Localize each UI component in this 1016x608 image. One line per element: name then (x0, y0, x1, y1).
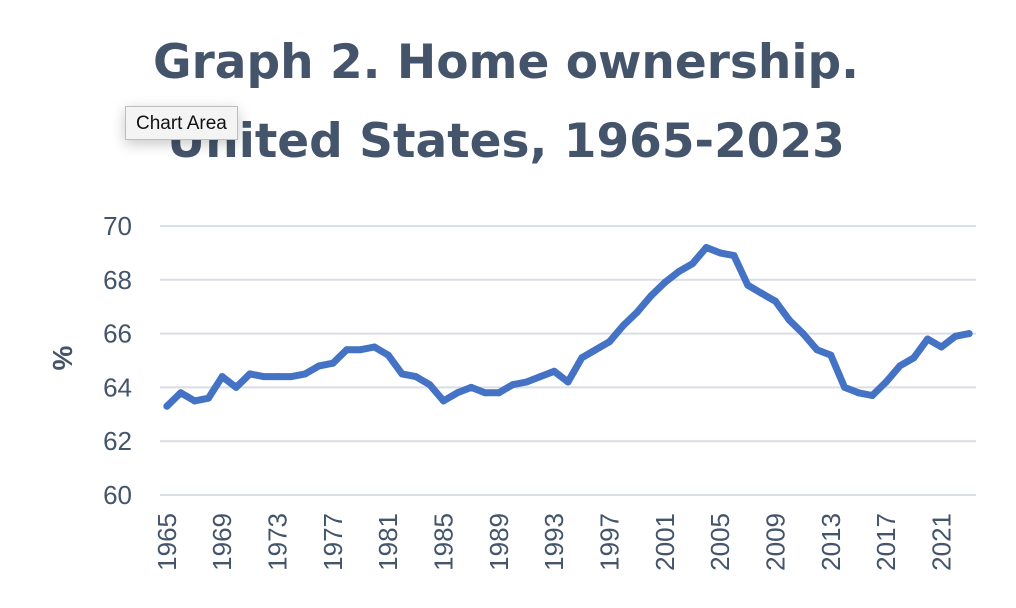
x-tick-label: 2001 (650, 513, 680, 571)
y-tick-label: 68 (103, 265, 132, 295)
y-axis-label: % (47, 345, 78, 370)
data-point[interactable] (633, 308, 641, 316)
data-point[interactable] (315, 362, 323, 370)
data-point[interactable] (467, 383, 475, 391)
data-point[interactable] (453, 389, 461, 397)
data-point[interactable] (924, 335, 932, 343)
data-point[interactable] (965, 330, 973, 338)
data-point[interactable] (274, 373, 282, 381)
chart-title-line-2: United States, 1965-2023 (167, 114, 845, 169)
data-point[interactable] (896, 362, 904, 370)
data-point[interactable] (536, 373, 544, 381)
y-tick-label: 70 (103, 211, 132, 241)
x-tick-label: 2017 (871, 513, 901, 571)
y-axis-ticks: 60 62 64 66 68 70 (103, 211, 132, 510)
data-point[interactable] (370, 343, 378, 351)
data-point[interactable] (481, 389, 489, 397)
data-point[interactable] (647, 292, 655, 300)
x-axis-ticks: 1965 1969 1973 1977 1981 1985 1989 1993 1997 2001… (152, 513, 957, 571)
plot-series[interactable] (163, 244, 973, 410)
data-point[interactable] (578, 354, 586, 362)
data-point[interactable] (509, 381, 517, 389)
data-point[interactable] (398, 370, 406, 378)
data-point[interactable] (204, 394, 212, 402)
data-point[interactable] (689, 260, 696, 268)
data-point[interactable] (785, 316, 793, 324)
x-tick-label: 1981 (373, 513, 403, 571)
x-tick-label: 1985 (429, 513, 459, 571)
data-point[interactable] (177, 389, 185, 397)
x-tick-label: 2009 (760, 513, 790, 571)
y-tick-label: 60 (103, 480, 132, 510)
x-tick-label: 2005 (705, 513, 735, 571)
data-point[interactable] (619, 322, 627, 329)
data-point[interactable] (495, 389, 503, 397)
data-point[interactable] (702, 244, 710, 251)
data-point[interactable] (301, 370, 309, 378)
x-tick-label: 1965 (152, 513, 182, 571)
y-tick-label: 62 (103, 426, 132, 456)
data-point[interactable] (343, 346, 351, 354)
data-point[interactable] (329, 359, 337, 367)
y-tick-label: 64 (103, 372, 132, 402)
x-tick-label: 1969 (207, 513, 237, 571)
x-tick-label: 1973 (263, 513, 293, 571)
data-point[interactable] (606, 338, 613, 346)
chart-title-line-1: Graph 2. Home ownership. (153, 35, 859, 90)
data-point[interactable] (550, 367, 558, 375)
data-point[interactable] (384, 351, 392, 359)
data-point[interactable] (744, 281, 752, 289)
data-point[interactable] (937, 343, 945, 351)
data-point[interactable] (426, 381, 434, 389)
x-tick-label: 1989 (484, 513, 514, 571)
data-point[interactable] (841, 383, 849, 391)
data-point[interactable] (357, 346, 364, 354)
data-point[interactable] (191, 397, 199, 405)
data-point[interactable] (163, 402, 171, 410)
data-point[interactable] (440, 397, 447, 405)
data-point[interactable] (772, 297, 779, 305)
data-point[interactable] (716, 249, 724, 257)
data-point[interactable] (827, 351, 835, 359)
data-point[interactable] (813, 346, 821, 354)
data-point[interactable] (523, 378, 530, 386)
x-tick-label: 1977 (318, 513, 348, 571)
gridlines (160, 225, 976, 496)
data-point[interactable] (246, 370, 254, 378)
x-tick-label: 1993 (539, 513, 569, 571)
data-point[interactable] (412, 373, 420, 381)
chart-area-tooltip: Chart Area (125, 106, 238, 140)
data-point[interactable] (592, 346, 600, 354)
data-point[interactable] (730, 252, 738, 260)
data-point[interactable] (661, 279, 669, 286)
data-point[interactable] (218, 373, 226, 381)
y-tick-label: 66 (103, 319, 132, 349)
data-point[interactable] (882, 378, 890, 386)
x-tick-label: 2013 (816, 513, 846, 571)
data-point[interactable] (232, 383, 240, 391)
x-tick-label: 2021 (926, 513, 956, 571)
data-point[interactable] (675, 268, 683, 276)
data-point[interactable] (910, 354, 918, 362)
data-point[interactable] (287, 373, 295, 381)
data-point[interactable] (854, 389, 862, 397)
data-point[interactable] (951, 332, 959, 340)
data-point[interactable] (564, 378, 572, 386)
x-tick-label: 1997 (594, 513, 624, 571)
data-point[interactable] (758, 289, 766, 297)
data-point[interactable] (260, 373, 268, 381)
data-point[interactable] (868, 392, 876, 399)
data-point[interactable] (799, 330, 807, 338)
